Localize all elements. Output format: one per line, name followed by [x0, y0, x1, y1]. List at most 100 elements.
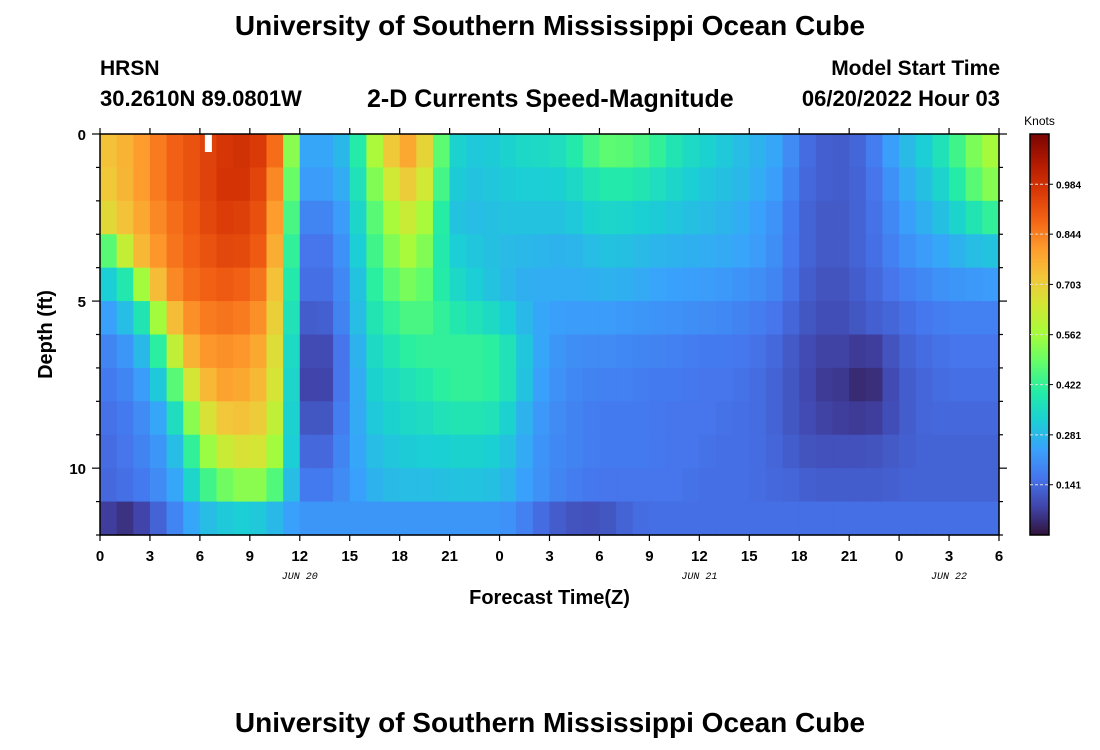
heatmap-cell	[882, 334, 900, 369]
heatmap-cell	[149, 401, 168, 436]
heatmap-cell	[599, 367, 617, 402]
heatmap-cell	[449, 434, 467, 469]
heatmap-cell	[949, 134, 967, 169]
heatmap-cell	[815, 167, 834, 202]
heatmap-cell	[982, 334, 1000, 369]
heatmap-cell	[299, 301, 318, 336]
heatmap-cell	[882, 267, 900, 302]
heatmap-cell	[249, 234, 268, 269]
heatmap-cell	[649, 434, 667, 469]
heatmap-cell	[632, 301, 650, 336]
heatmap-cell	[516, 200, 534, 235]
x-tick-label: 21	[841, 548, 858, 565]
heatmap-cell	[932, 267, 950, 302]
heatmap-cell	[549, 434, 567, 469]
heatmap-cell	[732, 468, 750, 503]
heatmap-cell	[782, 301, 800, 336]
x-tick-label: 3	[146, 548, 154, 565]
heatmap-cell	[383, 234, 401, 269]
heatmap-cell	[283, 200, 301, 235]
x-axis-title: Forecast Time(Z)	[469, 587, 630, 609]
heatmap-cell	[582, 501, 601, 536]
heatmap-cell	[932, 468, 950, 503]
x-tick-label: 12	[691, 548, 708, 565]
heatmap-cell	[732, 501, 750, 536]
heatmap-cell	[233, 267, 251, 302]
heatmap-cell	[982, 267, 1000, 302]
heatmap-cell	[932, 167, 950, 202]
heatmap-cell	[183, 200, 201, 235]
heatmap-cell	[216, 301, 234, 336]
heatmap-cell	[266, 434, 284, 469]
heatmap-cell	[100, 401, 118, 436]
heatmap-cell	[133, 334, 151, 369]
heatmap-cell	[899, 401, 917, 436]
heatmap-cell	[399, 401, 417, 436]
heatmap-cell	[366, 468, 384, 503]
heatmap-cell	[299, 334, 318, 369]
heatmap-cell	[965, 167, 983, 202]
heatmap-cell	[516, 134, 534, 169]
heatmap-cell	[432, 200, 451, 235]
station-coordinates: 30.2610N 89.0801W	[100, 86, 302, 111]
heatmap-cell	[799, 367, 817, 402]
heatmap-cell	[216, 234, 234, 269]
heatmap-cell	[299, 200, 318, 235]
heatmap-cell	[832, 267, 850, 302]
heatmap-cell	[649, 234, 667, 269]
heatmap-cell	[566, 134, 584, 169]
heatmap-cell	[932, 234, 950, 269]
heatmap-cell	[499, 134, 517, 169]
heatmap-cell	[682, 367, 700, 402]
heatmap-cell	[865, 367, 884, 402]
heatmap-cell	[449, 501, 467, 536]
heatmap-cell	[915, 501, 934, 536]
heatmap-cell	[599, 301, 617, 336]
heatmap-cell	[682, 234, 700, 269]
heatmap-cell	[349, 301, 367, 336]
heatmap-cell	[466, 434, 484, 469]
heatmap-cell	[699, 234, 717, 269]
heatmap-cell	[366, 167, 384, 202]
heatmap-cell	[516, 301, 534, 336]
heatmap-cell	[266, 200, 284, 235]
heatmap-cell	[865, 301, 884, 336]
heatmap-cell	[383, 334, 401, 369]
heatmap-cell	[416, 367, 434, 402]
heatmap-cell	[632, 434, 650, 469]
heatmap-cell	[715, 134, 734, 169]
heatmap-cell	[466, 134, 484, 169]
heatmap-cell	[666, 434, 684, 469]
heatmap-cell	[333, 501, 351, 536]
heatmap-cell	[249, 468, 268, 503]
heatmap-cell	[566, 367, 584, 402]
heatmap-cell	[166, 200, 184, 235]
surface-marker	[204, 134, 212, 152]
heatmap-cell	[299, 367, 318, 402]
heatmap-cell	[616, 434, 634, 469]
heatmap-cell	[133, 401, 151, 436]
heatmap-cell	[499, 200, 517, 235]
x-tick-label: 15	[341, 548, 358, 565]
heatmap-cell	[333, 401, 351, 436]
heatmap-cell	[283, 267, 301, 302]
heatmap-cell	[732, 267, 750, 302]
heatmap-cell	[349, 134, 367, 169]
heatmap-cell	[915, 167, 934, 202]
heatmap-cell	[283, 334, 301, 369]
heatmap-cell	[832, 367, 850, 402]
heatmap-cell	[566, 334, 584, 369]
heatmap-cell	[682, 334, 700, 369]
heatmap-cell	[116, 267, 134, 302]
heatmap-cell	[233, 501, 251, 536]
heatmap-cell	[915, 200, 934, 235]
heatmap-cell	[466, 401, 484, 436]
heatmap-cell	[582, 134, 601, 169]
heatmap-cell	[432, 334, 451, 369]
heatmap-cell	[100, 367, 118, 402]
heatmap-cell	[482, 134, 501, 169]
heatmap-cell	[699, 301, 717, 336]
heatmap-cell	[249, 501, 268, 536]
heatmap-cell	[532, 367, 551, 402]
heatmap-cell	[765, 434, 784, 469]
